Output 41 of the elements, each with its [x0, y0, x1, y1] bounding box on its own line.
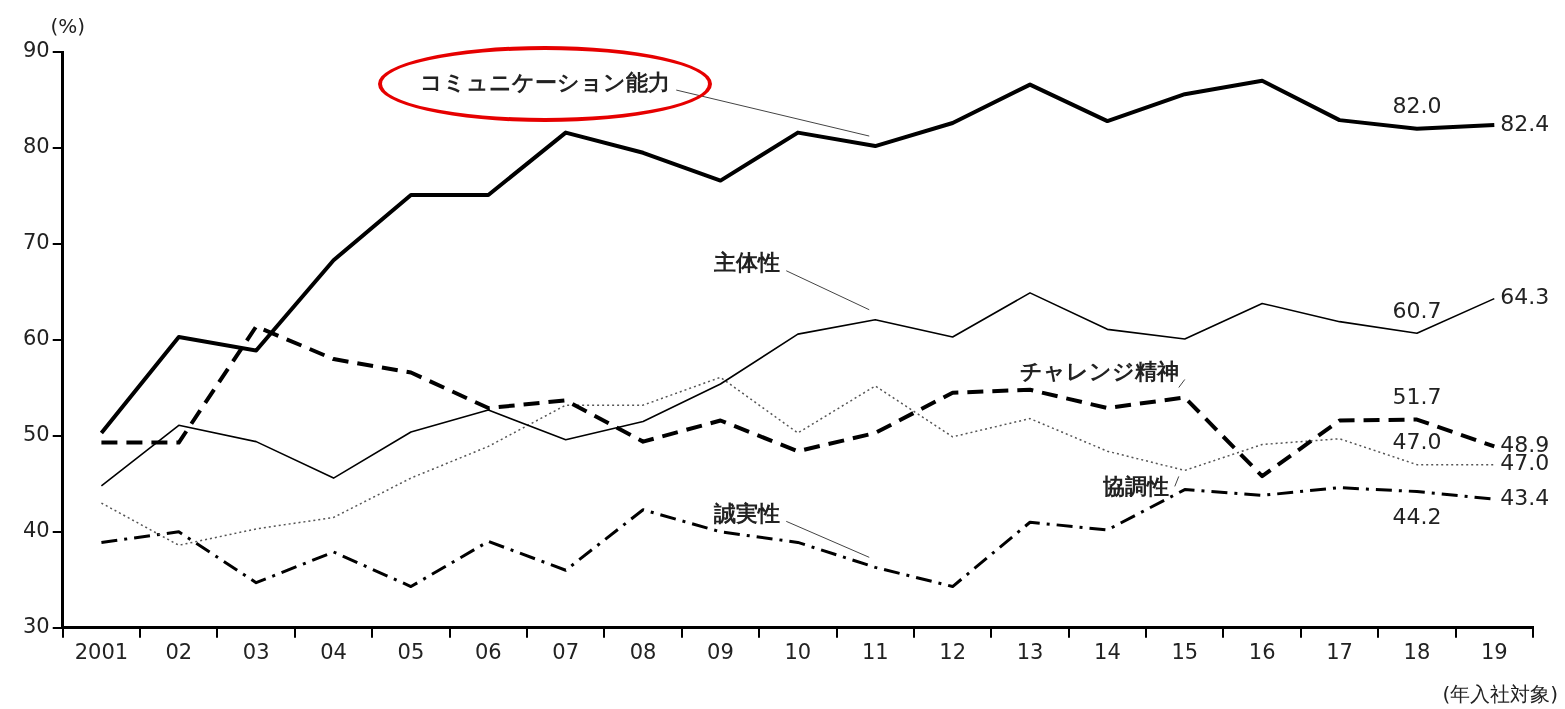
x-tick-label: 13: [1016, 639, 1044, 664]
x-tick-label: 19: [1480, 639, 1508, 664]
x-tick-label: 09: [707, 639, 734, 664]
y-tick-label: 40: [22, 518, 50, 543]
y-axis-title: (%): [50, 14, 86, 39]
x-tick-label: 2001: [74, 639, 129, 664]
x-tick-label: 02: [165, 639, 193, 664]
data-label: 64.3: [1500, 284, 1550, 310]
x-tick-label: 05: [397, 639, 425, 664]
x-axis-title: (年入社対象): [1442, 682, 1558, 707]
series-label: 誠実性: [713, 501, 781, 527]
x-tick-label: 18: [1403, 639, 1431, 664]
series-label: チャレンジ精神: [1019, 359, 1179, 385]
x-tick-label: 03: [242, 639, 270, 664]
y-tick-label: 80: [22, 134, 50, 159]
series-label: 協調性: [1101, 474, 1169, 500]
x-tick-label: 11: [861, 639, 889, 664]
x-tick-label: 07: [552, 639, 580, 664]
x-tick-label: 08: [629, 639, 657, 664]
data-label: 51.7: [1392, 384, 1442, 410]
x-tick-label: 17: [1326, 639, 1353, 664]
x-tick-label: 04: [320, 639, 347, 664]
text: コミュニケーション能力: [420, 69, 671, 95]
x-tick-label: 16: [1248, 639, 1276, 664]
data-label: 82.0: [1392, 93, 1442, 119]
data-label: 47.0: [1392, 429, 1442, 455]
y-tick-label: 70: [22, 230, 50, 255]
x-tick-label: 06: [474, 639, 502, 664]
data-label: 60.7: [1392, 297, 1442, 323]
x-tick-label: 15: [1171, 639, 1199, 664]
data-label: 43.4: [1500, 484, 1550, 510]
x-tick-label: 12: [939, 639, 966, 664]
x-tick-label: 14: [1094, 639, 1121, 664]
data-label: 44.2: [1392, 504, 1442, 530]
y-tick-label: 90: [22, 38, 50, 63]
y-tick-label: 30: [22, 614, 50, 639]
y-tick-label: 50: [22, 422, 50, 447]
text: 主体性: [713, 250, 781, 276]
y-tick-label: 60: [22, 326, 50, 351]
x-tick-label: 10: [784, 639, 812, 664]
data-label: 82.4: [1500, 110, 1550, 136]
